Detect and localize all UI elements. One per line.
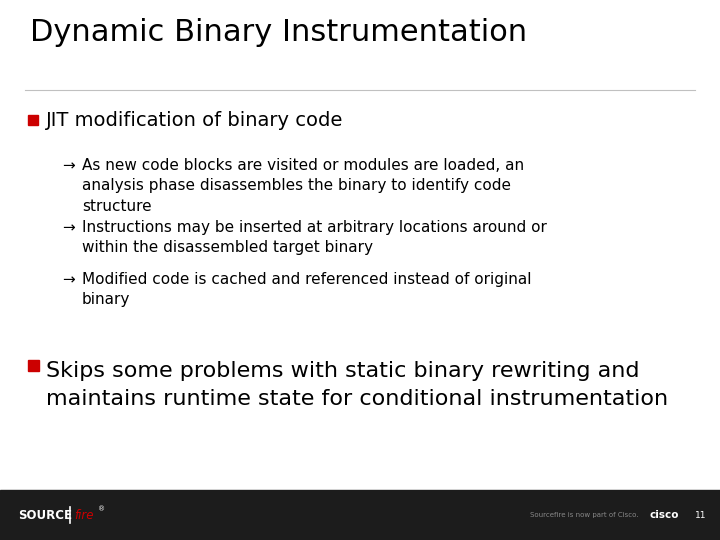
Text: cisco: cisco: [650, 510, 680, 520]
Text: As new code blocks are visited or modules are loaded, an
analysis phase disassem: As new code blocks are visited or module…: [82, 158, 524, 214]
Bar: [0, 490, 720, 540]
Text: Instructions may be inserted at arbitrary locations around or
within the disasse: Instructions may be inserted at arbitrar…: [82, 220, 547, 255]
Text: fire: fire: [74, 509, 94, 522]
Bar: [28, 360, 39, 372]
Text: →: →: [62, 272, 75, 287]
Text: JIT modification of binary code: JIT modification of binary code: [46, 111, 343, 130]
Bar: [28, 115, 38, 125]
Text: Modified code is cached and referenced instead of original
binary: Modified code is cached and referenced i…: [82, 272, 531, 307]
Text: 11: 11: [695, 511, 706, 519]
Text: Skips some problems with static binary rewriting and
maintains runtime state for: Skips some problems with static binary r…: [46, 361, 668, 409]
Text: →: →: [62, 158, 75, 173]
Text: Sourcefire is now part of Cisco.: Sourcefire is now part of Cisco.: [530, 512, 639, 518]
Text: Dynamic Binary Instrumentation: Dynamic Binary Instrumentation: [30, 18, 527, 47]
Text: SOURCE: SOURCE: [18, 509, 72, 522]
Text: ®: ®: [98, 506, 105, 512]
Text: →: →: [62, 220, 75, 235]
